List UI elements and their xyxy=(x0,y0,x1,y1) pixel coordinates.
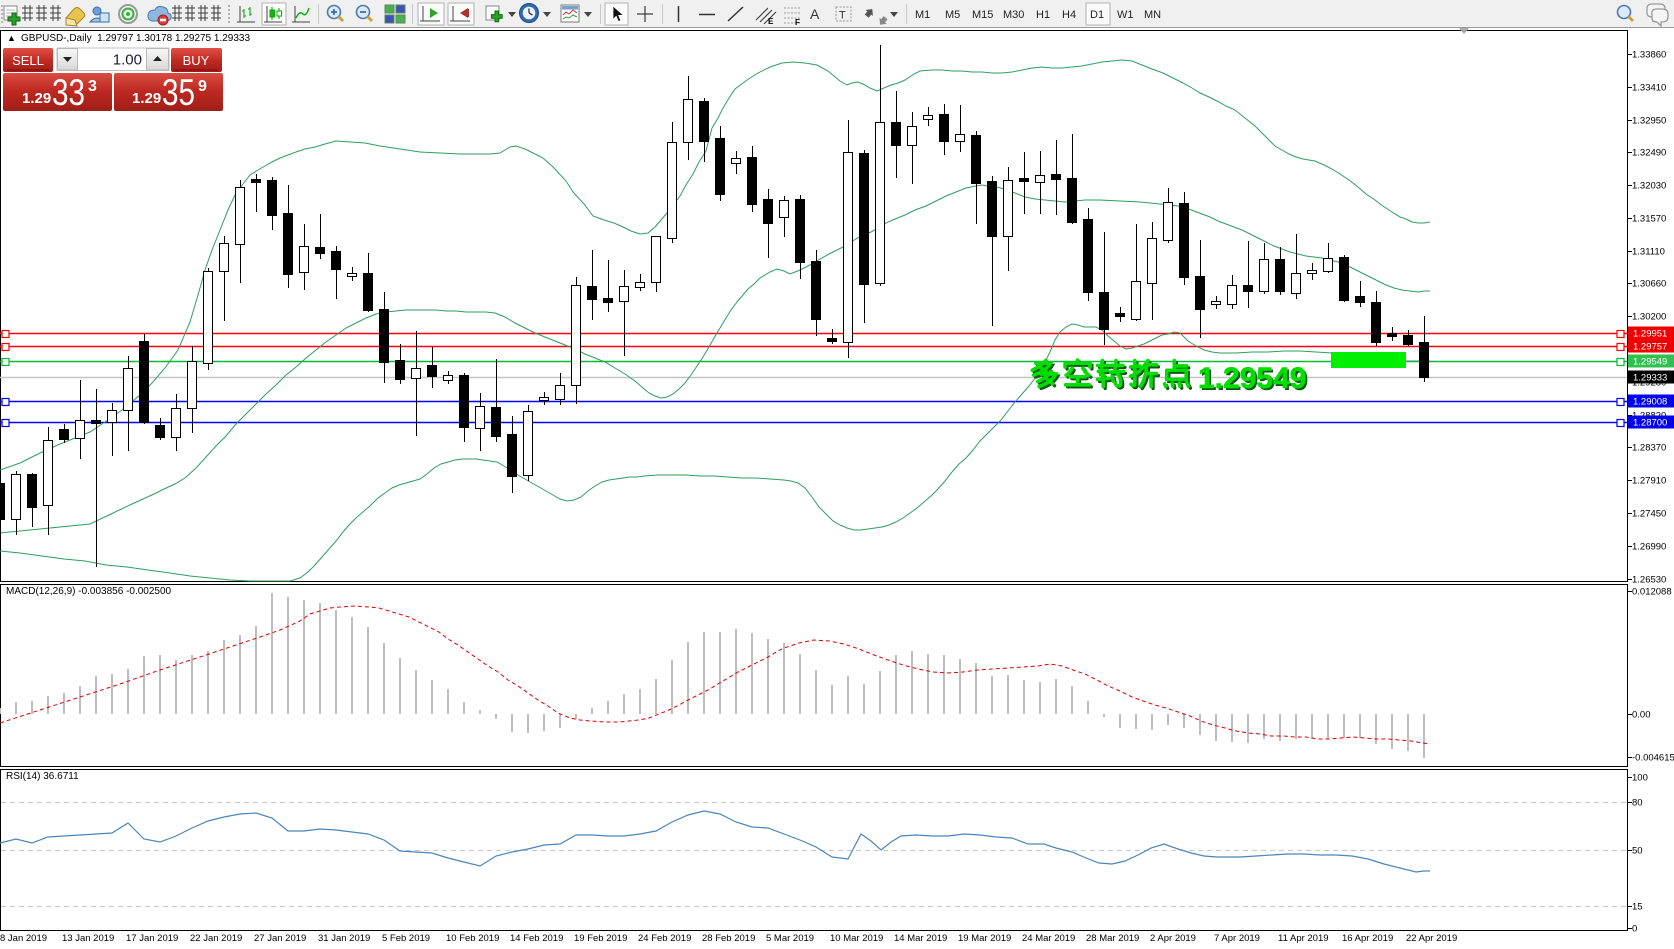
svg-text:24 Feb 2019: 24 Feb 2019 xyxy=(638,933,691,944)
svg-text:1.26990: 1.26990 xyxy=(1632,542,1666,553)
svg-text:BUY: BUY xyxy=(183,53,210,68)
svg-text:0.012088: 0.012088 xyxy=(1632,587,1672,598)
svg-text:100: 100 xyxy=(1632,773,1648,784)
svg-text:80: 80 xyxy=(1632,798,1643,809)
svg-text:SELL: SELL xyxy=(12,53,44,68)
svg-text:RSI(14) 36.6711: RSI(14) 36.6711 xyxy=(6,771,79,782)
svg-text:M15: M15 xyxy=(972,9,993,21)
svg-text:27 Jan 2019: 27 Jan 2019 xyxy=(254,933,306,944)
svg-text:1.32490: 1.32490 xyxy=(1632,148,1666,159)
svg-text:14 Feb 2019: 14 Feb 2019 xyxy=(510,933,563,944)
svg-text:1.29951: 1.29951 xyxy=(1633,329,1667,340)
svg-text:1.29: 1.29 xyxy=(132,90,161,107)
svg-text:1.27910: 1.27910 xyxy=(1632,476,1666,487)
svg-text:28 Mar 2019: 28 Mar 2019 xyxy=(1086,933,1139,944)
svg-text:35: 35 xyxy=(162,72,195,113)
svg-text:0: 0 xyxy=(1632,924,1637,935)
svg-text:10 Feb 2019: 10 Feb 2019 xyxy=(446,933,499,944)
svg-text:H1: H1 xyxy=(1036,9,1050,21)
svg-text:▲: ▲ xyxy=(7,33,16,43)
svg-text:1.29549: 1.29549 xyxy=(1633,357,1667,368)
svg-text:5 Feb 2019: 5 Feb 2019 xyxy=(382,933,430,944)
svg-text:F: F xyxy=(795,18,800,27)
svg-text:-0.004615: -0.004615 xyxy=(1632,753,1674,764)
svg-text:1.28700: 1.28700 xyxy=(1633,418,1667,429)
svg-text:33: 33 xyxy=(52,72,85,113)
svg-text:H4: H4 xyxy=(1062,9,1076,21)
svg-text:1.28370: 1.28370 xyxy=(1632,443,1666,454)
svg-text:1.33860: 1.33860 xyxy=(1632,50,1666,61)
svg-text:1.30660: 1.30660 xyxy=(1632,279,1666,290)
svg-text:MACD(12,26,9) -0.003856 -0.002: MACD(12,26,9) -0.003856 -0.002500 xyxy=(6,586,172,597)
svg-text:1.29757: 1.29757 xyxy=(1633,342,1667,353)
svg-text:28 Feb 2019: 28 Feb 2019 xyxy=(702,933,755,944)
svg-text:9: 9 xyxy=(198,78,207,95)
svg-text:14 Mar 2019: 14 Mar 2019 xyxy=(894,933,947,944)
svg-text:1.31110: 1.31110 xyxy=(1632,247,1665,258)
svg-text:M30: M30 xyxy=(1003,9,1024,21)
svg-text:2 Apr 2019: 2 Apr 2019 xyxy=(1150,933,1196,944)
svg-text:19 Feb 2019: 19 Feb 2019 xyxy=(574,933,627,944)
svg-text:1.30200: 1.30200 xyxy=(1632,312,1666,323)
svg-text:8 Jan 2019: 8 Jan 2019 xyxy=(0,933,47,944)
svg-text:1.26530: 1.26530 xyxy=(1632,575,1666,586)
svg-text:M5: M5 xyxy=(945,9,960,21)
svg-text:50: 50 xyxy=(1632,846,1643,857)
svg-text:MN: MN xyxy=(1144,9,1161,21)
svg-text:1.32030: 1.32030 xyxy=(1632,181,1666,192)
svg-text:0.00: 0.00 xyxy=(1632,710,1651,721)
svg-text:17 Jan 2019: 17 Jan 2019 xyxy=(126,933,178,944)
svg-text:3: 3 xyxy=(88,78,97,95)
svg-text:31 Jan 2019: 31 Jan 2019 xyxy=(318,933,370,944)
svg-text:D1: D1 xyxy=(1090,9,1104,21)
svg-text:22 Jan 2019: 22 Jan 2019 xyxy=(190,933,242,944)
svg-text:E: E xyxy=(768,17,774,26)
svg-text:19 Mar 2019: 19 Mar 2019 xyxy=(958,933,1011,944)
svg-text:1.00: 1.00 xyxy=(113,52,142,69)
svg-text:15: 15 xyxy=(1632,902,1643,913)
svg-text:M1: M1 xyxy=(915,9,930,21)
svg-text:1.27450: 1.27450 xyxy=(1632,509,1666,520)
svg-text:W1: W1 xyxy=(1117,9,1134,21)
svg-text:24 Mar 2019: 24 Mar 2019 xyxy=(1022,933,1075,944)
svg-text:1.32950: 1.32950 xyxy=(1632,116,1666,127)
svg-text:GBPUSD-,Daily 1.29797 1.30178: GBPUSD-,Daily 1.29797 1.30178 1.29275 1.… xyxy=(21,33,250,44)
svg-text:16 Apr 2019: 16 Apr 2019 xyxy=(1342,933,1393,944)
svg-text:5 Mar 2019: 5 Mar 2019 xyxy=(766,933,814,944)
svg-text:22 Apr 2019: 22 Apr 2019 xyxy=(1406,933,1457,944)
svg-text:7 Apr 2019: 7 Apr 2019 xyxy=(1214,933,1260,944)
svg-text:11 Apr 2019: 11 Apr 2019 xyxy=(1278,933,1329,944)
svg-text:T: T xyxy=(839,10,846,22)
svg-text:1.29008: 1.29008 xyxy=(1633,397,1667,408)
svg-text:1.29: 1.29 xyxy=(22,90,51,107)
svg-text:1.29549: 1.29549 xyxy=(1200,364,1308,397)
svg-text:1.33410: 1.33410 xyxy=(1632,83,1666,94)
svg-text:A: A xyxy=(810,6,820,22)
svg-text:13 Jan 2019: 13 Jan 2019 xyxy=(62,933,114,944)
svg-text:1.29333: 1.29333 xyxy=(1633,373,1667,384)
svg-text:1.29549: 1.29549 xyxy=(1198,362,1306,395)
svg-text:10 Mar 2019: 10 Mar 2019 xyxy=(830,933,883,944)
svg-text:1.31570: 1.31570 xyxy=(1632,214,1666,225)
